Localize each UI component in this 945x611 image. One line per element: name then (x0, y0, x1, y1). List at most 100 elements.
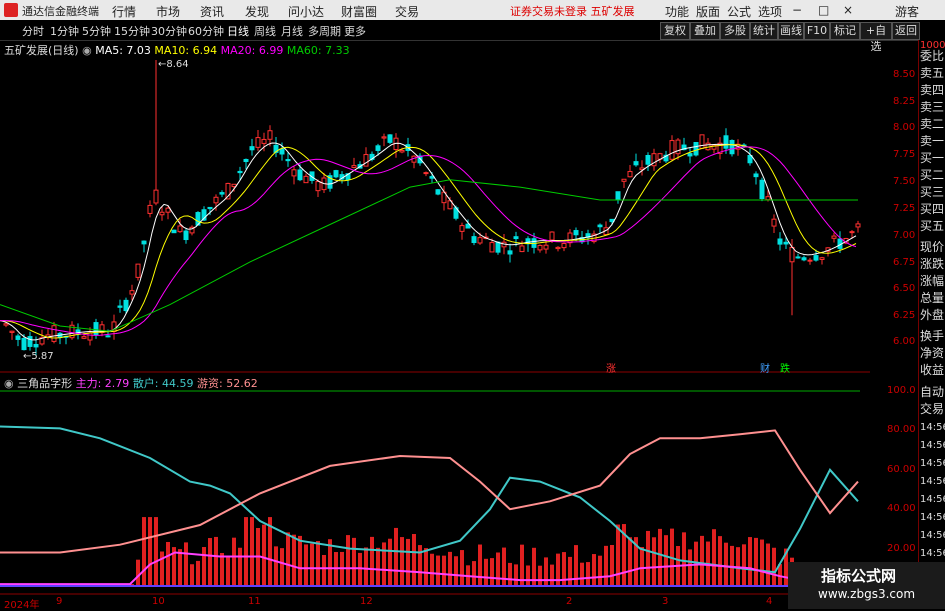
menu-jiaoyi[interactable]: 交易 (395, 5, 420, 19)
candle-body (69, 324, 75, 339)
zhuli-bar (448, 551, 452, 587)
zhuli-bar (334, 552, 338, 587)
youzi-line (0, 429, 859, 554)
trade-time: 14:56 (920, 548, 945, 559)
tab-zhouxian[interactable]: 周线 (254, 25, 276, 38)
quote-label[interactable]: 收益 (920, 363, 945, 377)
menu-gongneng[interactable]: 功能 (665, 5, 690, 19)
settings-circle-icon[interactable]: ◉ (82, 44, 92, 57)
quote-label[interactable]: 买五 (920, 219, 945, 233)
fanhui-button[interactable]: 返回 (892, 22, 920, 40)
menu-hangqing[interactable]: 行情 (112, 5, 137, 19)
candle-body (117, 305, 123, 308)
quote-label[interactable]: 委比 (920, 49, 945, 63)
close-icon[interactable]: × (843, 3, 854, 17)
trade-time: 14:56 (920, 458, 945, 469)
tab-gengduo[interactable]: 更多 (344, 25, 366, 38)
tab-30min[interactable]: 30分钟 (151, 25, 187, 38)
zhuli-bar (544, 557, 548, 587)
zhuli-bar (154, 517, 158, 587)
ma20-line (0, 146, 857, 336)
ma60-line (0, 179, 858, 332)
quote-label[interactable]: 外盘 (920, 308, 945, 322)
auto-trade-label[interactable]: 自动 (920, 385, 945, 399)
candle-body (219, 192, 225, 195)
tongji-button[interactable]: 统计 (750, 22, 778, 40)
zhuli-bar (502, 547, 506, 587)
diejia-button[interactable]: 叠加 (690, 22, 720, 40)
candle-body (723, 135, 729, 149)
quote-label[interactable]: 买三 (920, 185, 945, 199)
quote-label[interactable]: 买二 (920, 168, 945, 182)
candle-body (87, 332, 93, 341)
quote-label[interactable]: 总量 (920, 291, 945, 305)
menu-zixun[interactable]: 资讯 (200, 5, 225, 19)
tab-fenshi[interactable]: 分时 (22, 25, 44, 38)
candle-body (615, 191, 621, 201)
zhuli-bar (682, 532, 686, 587)
candle-body (621, 178, 627, 182)
menu-faxian[interactable]: 发现 (245, 5, 270, 19)
zhuli-bar (322, 554, 326, 587)
ma5-label: MA5: 7.03 (95, 44, 151, 57)
minimize-icon[interactable]: − (792, 3, 803, 17)
candle-body (765, 196, 771, 201)
guest-button[interactable]: 游客 (895, 5, 920, 19)
candle-body (417, 155, 423, 164)
quote-label[interactable]: 卖五 (920, 66, 945, 80)
cai-marker[interactable]: 财 (760, 364, 770, 375)
f10-button[interactable]: F10 (804, 22, 830, 40)
candle-body (651, 153, 657, 167)
zhang-marker[interactable]: 涨 (606, 364, 616, 375)
tab-1min[interactable]: 1分钟 (50, 25, 79, 38)
quote-label[interactable]: 买四 (920, 202, 945, 216)
settings-circle-icon[interactable]: ◉ (4, 377, 14, 390)
quote-label[interactable]: 买一 (920, 151, 945, 165)
menu-wenxiaoda[interactable]: 问小达 (288, 5, 325, 19)
price-tick: 8.50 (893, 69, 916, 80)
menu-xuanxiang[interactable]: 选项 (758, 5, 783, 19)
menu-shichang[interactable]: 市场 (156, 5, 181, 19)
tab-15min[interactable]: 15分钟 (114, 25, 150, 38)
tab-rixian[interactable]: 日线 (227, 25, 249, 38)
fuquan-button[interactable]: 复权 (660, 22, 690, 40)
biaoji-button[interactable]: 标记 (830, 22, 860, 40)
maximize-icon[interactable]: □ (818, 3, 830, 17)
tab-yuexian[interactable]: 月线 (281, 25, 303, 38)
quote-label[interactable]: 卖四 (920, 83, 945, 97)
candle-body (141, 240, 147, 245)
menu-gongshi[interactable]: 公式 (727, 5, 752, 19)
quote-label[interactable]: 涨幅 (920, 274, 945, 288)
quote-label[interactable]: 卖二 (920, 117, 945, 131)
zhuli-bar (274, 546, 278, 587)
candle-body (687, 153, 693, 157)
quote-label[interactable]: 涨跌 (920, 257, 945, 271)
add-watchlist-button[interactable]: +自选 (860, 22, 892, 53)
price-tick: 6.25 (893, 310, 916, 321)
zhuli-bar (172, 547, 176, 587)
candle-body (93, 322, 99, 336)
candle-body (645, 155, 651, 165)
duogu-button[interactable]: 多股 (720, 22, 750, 40)
zhuli-bar (406, 538, 410, 587)
candle-body (147, 204, 153, 214)
tab-60min[interactable]: 60分钟 (188, 25, 224, 38)
tab-5min[interactable]: 5分钟 (82, 25, 111, 38)
zhuli-bar (166, 541, 170, 587)
youzi-label: 游资: 52.62 (197, 377, 258, 390)
huaxian-button[interactable]: 画线 (778, 22, 804, 40)
quote-label[interactable]: 现价 (920, 240, 945, 254)
candle-body (489, 242, 495, 253)
quote-label[interactable]: 卖三 (920, 100, 945, 114)
menu-caifuquan[interactable]: 财富圈 (341, 5, 378, 19)
die-marker[interactable]: 跌 (780, 364, 790, 375)
zhuli-bar (346, 535, 350, 587)
tab-duozhouqi[interactable]: 多周期 (308, 25, 341, 38)
quote-label[interactable]: 净资 (920, 346, 945, 360)
quote-label[interactable]: 卖一 (920, 134, 945, 148)
chart-canvas[interactable] (0, 40, 870, 609)
menu-banmian[interactable]: 版面 (696, 5, 721, 19)
auto-trade-label[interactable]: 交易 (920, 402, 945, 416)
quote-label[interactable]: 换手 (920, 329, 945, 343)
candle-body (783, 241, 789, 245)
